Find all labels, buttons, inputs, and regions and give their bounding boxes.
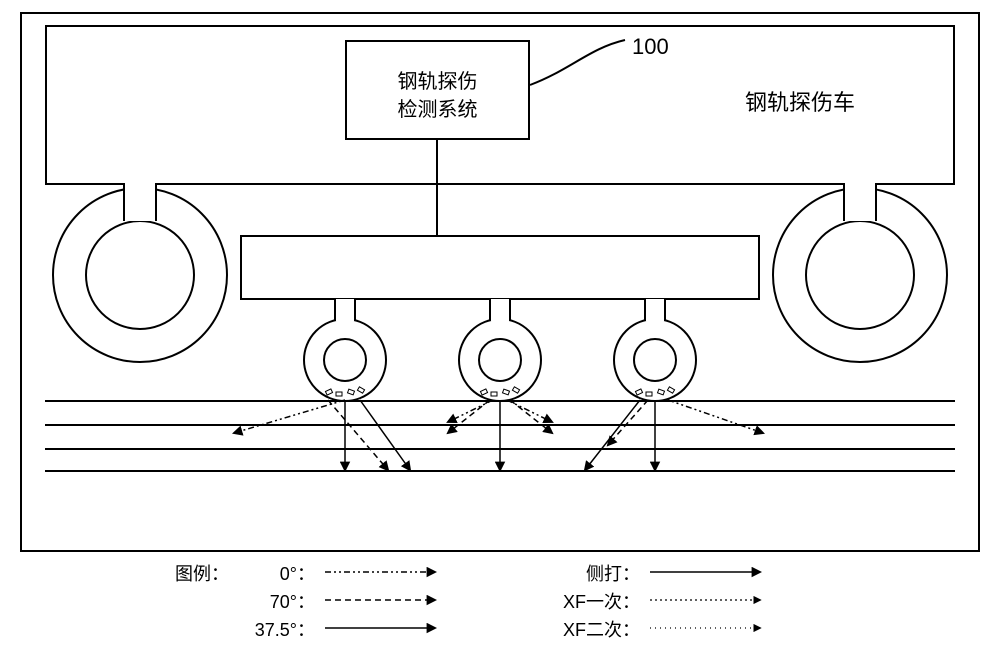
legend-right-2-label: XF一次： (540, 590, 640, 615)
callout-100-label: 100 (632, 32, 669, 63)
legend-right-3-label: XF二次： (540, 618, 640, 643)
system-box-line1: 钢轨探伤 (398, 71, 478, 93)
big-wheel-left-inner (85, 220, 195, 330)
big-wheel-left-notch (123, 183, 157, 221)
system-box-label: 钢轨探伤 检测系统 (345, 68, 530, 124)
rail-line-3 (45, 448, 955, 450)
legend-left-1-label: 0°： (245, 562, 315, 587)
legend-right-1-label: 侧打： (540, 562, 640, 587)
diagram-root: 钢轨探伤 检测系统 钢轨探伤车 100 (0, 0, 1000, 649)
rail-line-2 (45, 424, 955, 426)
small-wheel-3-inner (633, 338, 677, 382)
rail-line-4 (45, 470, 955, 472)
vehicle-title: 钢轨探伤车 (700, 88, 900, 119)
big-wheel-right-notch (843, 183, 877, 221)
big-wheel-right-inner (805, 220, 915, 330)
legend-left-3-label: 37.5°： (245, 618, 315, 643)
small-wheel-2-inner (478, 338, 522, 382)
rail-line-1 (45, 400, 955, 402)
small-wheel-3-notch (644, 299, 666, 321)
small-wheel-1-notch (334, 299, 356, 321)
small-wheel-2-notch (489, 299, 511, 321)
small-wheel-1-inner (323, 338, 367, 382)
system-box-line2: 检测系统 (398, 99, 478, 121)
legend-title: 图例： (175, 562, 229, 587)
lower-chassis (240, 235, 760, 300)
legend-left-2-label: 70°： (245, 590, 315, 615)
